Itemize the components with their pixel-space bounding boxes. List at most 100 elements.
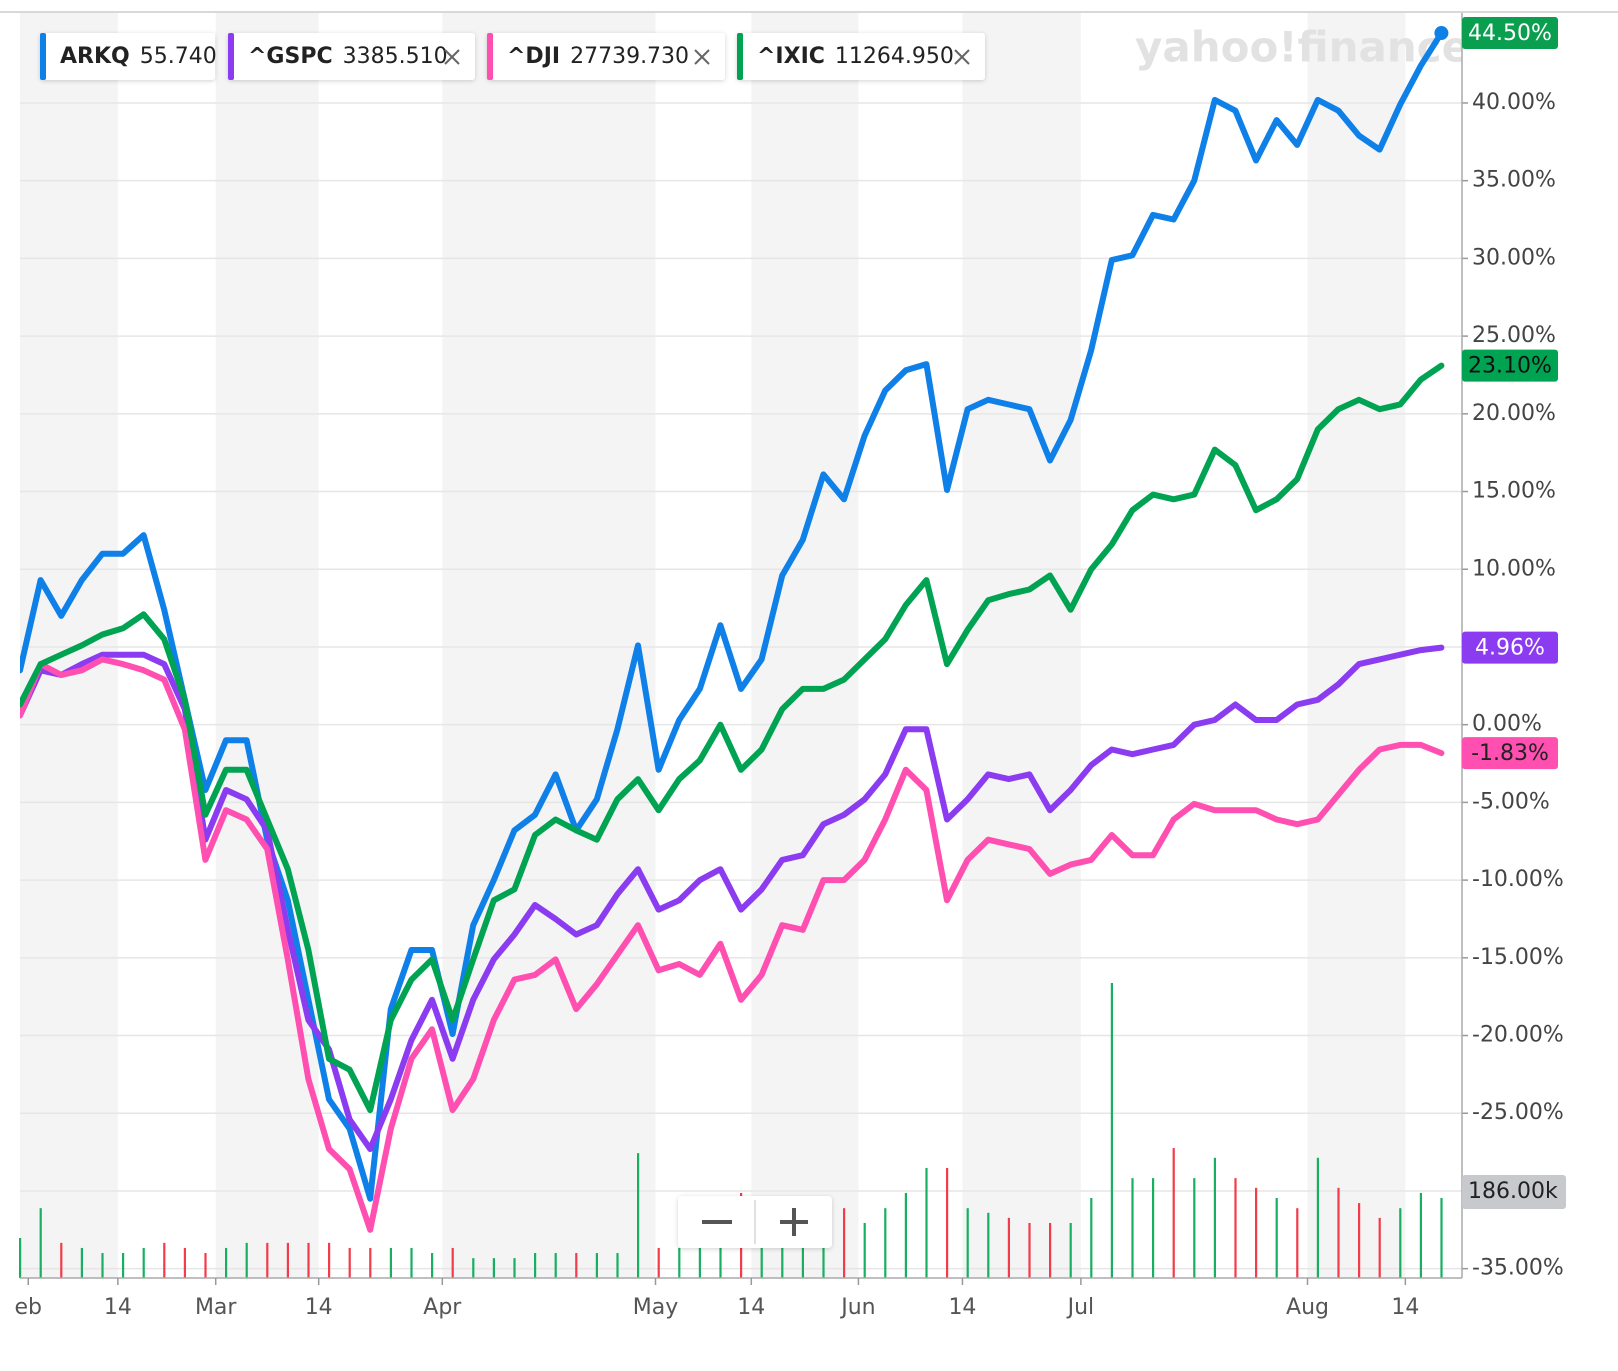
legend-box[interactable]: [487, 33, 725, 80]
legend: ARKQ 55.740 ^GSPC 3385.510 ^DJI 27739.730 ^IXI…: [40, 33, 985, 80]
volume-bar: [369, 1247, 372, 1278]
legend-swatch: [487, 33, 493, 80]
volume-bar: [1090, 1198, 1093, 1278]
volume-bar: [1296, 1208, 1299, 1278]
volume-bar: [451, 1247, 454, 1278]
close-icon[interactable]: [694, 49, 710, 65]
close-icon[interactable]: [444, 49, 460, 65]
legend-item[interactable]: ARKQ 55.740: [40, 33, 217, 80]
x-tick-label: Jun: [839, 1295, 875, 1320]
y-tick-label: 10.00%: [1472, 556, 1556, 581]
legend-box[interactable]: [737, 33, 985, 80]
volume-bar: [1399, 1208, 1402, 1278]
y-tick-label: 30.00%: [1472, 245, 1556, 270]
volume-bar: [183, 1247, 186, 1278]
zoom-out-button[interactable]: [680, 1198, 753, 1246]
y-tick-label: 20.00%: [1472, 401, 1556, 426]
legend-box[interactable]: [228, 33, 475, 80]
legend-item[interactable]: ^DJI 27739.730: [487, 33, 725, 80]
y-tick-label: -20.00%: [1472, 1023, 1564, 1048]
zoom-in-button[interactable]: [757, 1198, 830, 1246]
x-tick-label: eb: [14, 1295, 42, 1320]
volume-bar: [698, 1242, 701, 1278]
volume-bar: [719, 1238, 722, 1278]
band: [20, 13, 118, 1278]
volume-bar: [204, 1253, 207, 1278]
volume-bar: [513, 1258, 516, 1278]
y-tick-label: -10.00%: [1472, 867, 1564, 892]
legend-label: ARKQ 55.740: [60, 44, 217, 69]
volume-bar: [1069, 1222, 1072, 1278]
legend-name: ^IXIC: [757, 44, 825, 69]
volume-bar: [389, 1247, 392, 1278]
volume-bar: [1007, 1217, 1010, 1278]
volume-bar: [1213, 1157, 1216, 1278]
x-tick-label: Aug: [1286, 1295, 1329, 1320]
volume-bar: [266, 1242, 269, 1278]
volume-bar: [1255, 1187, 1258, 1278]
legend-label: ^GSPC 3385.510: [248, 44, 448, 69]
volume-bar: [637, 1153, 640, 1278]
y-tick-label: -35.00%: [1472, 1256, 1564, 1281]
x-tick-label: 14: [305, 1295, 333, 1320]
end-label: 4.96%: [1475, 636, 1545, 661]
legend-quote: 11264.950: [835, 44, 954, 69]
volume-bar: [863, 1222, 866, 1278]
x-tick-label: Jul: [1066, 1295, 1095, 1320]
band: [215, 13, 319, 1278]
x-tick-label: 14: [1391, 1295, 1419, 1320]
end-label-box: [1462, 349, 1558, 382]
legend-label: ^IXIC 11264.950: [757, 44, 954, 69]
volume-bar: [122, 1253, 125, 1278]
end-label: -1.83%: [1471, 741, 1549, 766]
band: [442, 13, 656, 1278]
volume-bar: [101, 1253, 104, 1278]
volume-bar: [60, 1242, 63, 1278]
volume-bar: [472, 1258, 475, 1278]
volume-bar: [1131, 1178, 1134, 1278]
volume-bar: [1028, 1222, 1031, 1278]
volume-bar: [1378, 1217, 1381, 1278]
legend-box[interactable]: [40, 33, 215, 80]
volume-bar: [1419, 1192, 1422, 1278]
close-icon[interactable]: [954, 49, 970, 65]
y-tick-label: -15.00%: [1472, 945, 1564, 970]
end-label-box: [1462, 631, 1558, 664]
legend-item[interactable]: ^IXIC 11264.950: [737, 33, 985, 80]
x-tick-label: 14: [104, 1295, 132, 1320]
volume-bar: [966, 1208, 969, 1278]
volume-bar: [678, 1247, 681, 1278]
y-tick-label: 35.00%: [1472, 168, 1556, 193]
volume-tick-box: [1462, 1175, 1566, 1209]
volume-bar: [884, 1208, 887, 1278]
x-tick-label: Apr: [423, 1295, 462, 1320]
volume-bar: [616, 1253, 619, 1278]
volume-bar: [245, 1242, 248, 1278]
volume-bar: [19, 1238, 22, 1278]
volume-bar: [657, 1247, 660, 1278]
legend-swatch: [40, 33, 46, 80]
x-tick-label: Mar: [195, 1295, 237, 1320]
volume-bar: [142, 1247, 145, 1278]
y-tick-label: 40.00%: [1472, 90, 1556, 115]
series-line: [20, 644, 1445, 1152]
volume-bar: [1275, 1198, 1278, 1278]
legend-item[interactable]: ^GSPC 3385.510: [228, 33, 475, 80]
y-tick-label: 15.00%: [1472, 479, 1556, 504]
volume-tick-label: 186.00k: [1468, 1179, 1558, 1204]
legend-quote: 27739.730: [570, 44, 689, 69]
volume-bar: [1110, 983, 1113, 1278]
volume-bar: [554, 1253, 557, 1278]
volume-bar: [410, 1247, 413, 1278]
volume-bar: [80, 1247, 83, 1278]
volume-bar: [1172, 1148, 1175, 1278]
volume-bar: [946, 1167, 949, 1278]
volume-bar: [1337, 1187, 1340, 1278]
y-tick-label: 25.00%: [1472, 323, 1556, 348]
band: [1307, 13, 1406, 1278]
y-tick-label: 0.00%: [1472, 712, 1542, 737]
volume-bars: [19, 983, 1443, 1278]
volume-bar: [1234, 1178, 1237, 1278]
legend-label: ^DJI 27739.730: [507, 44, 689, 69]
